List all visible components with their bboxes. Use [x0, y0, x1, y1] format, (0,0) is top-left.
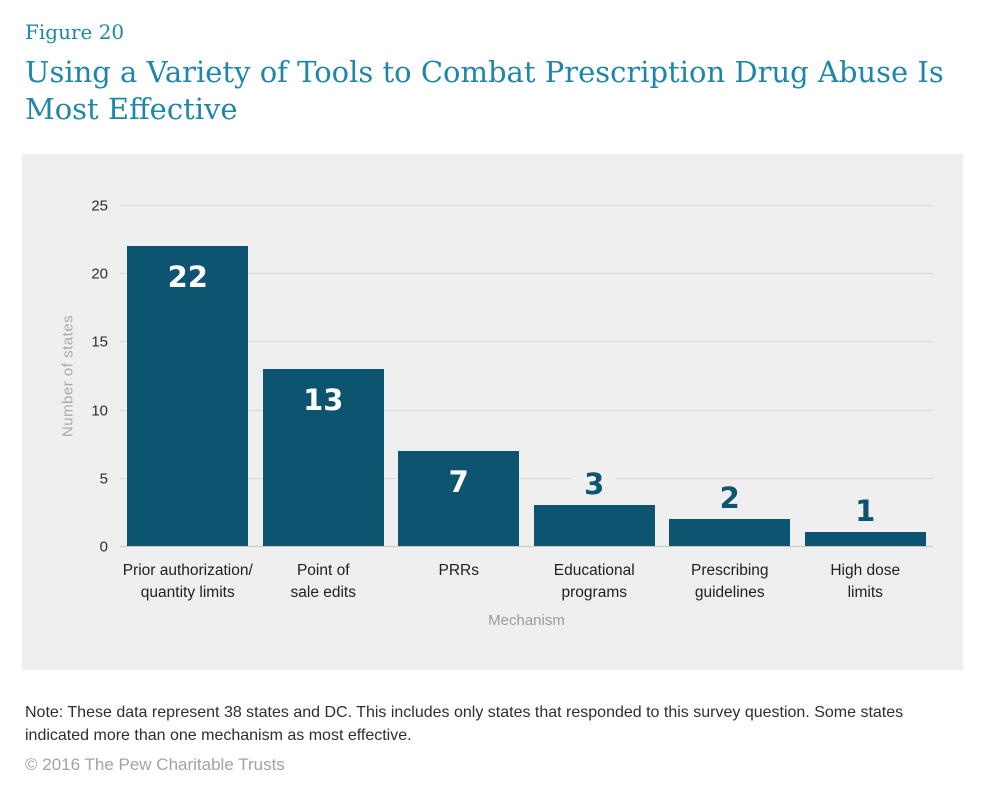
- x-axis-baseline: [120, 546, 933, 547]
- bar: [262, 369, 384, 546]
- bar-value-label: 7: [448, 465, 469, 499]
- gridline: [120, 341, 933, 343]
- bar-value-label: 2: [707, 481, 752, 515]
- bar-value-label: 3: [572, 467, 617, 501]
- x-category-label: Prior authorization/quantity limits: [122, 562, 253, 601]
- figure-label: Figure 20: [25, 20, 125, 44]
- x-category-label: PRRs: [438, 562, 479, 579]
- chart-title: Using a Variety of Tools to Combat Presc…: [25, 54, 955, 128]
- y-tick-label: 25: [91, 197, 108, 215]
- y-tick-label: 10: [91, 402, 108, 420]
- y-tick-label: 15: [91, 333, 108, 351]
- bar: [127, 246, 249, 546]
- bar-value-label: 22: [167, 260, 208, 294]
- x-axis-title: Mechanism: [488, 612, 565, 629]
- note-text: Note: These data represent 38 states and…: [25, 704, 904, 744]
- chart-panel: Number of states Mechanism 0 5 10 15 20 25 22 P…: [22, 154, 963, 670]
- gridline: [120, 273, 933, 275]
- chart-title-line2: Most Effective: [25, 92, 238, 126]
- x-category-label: High dose limits: [830, 562, 901, 601]
- gridline: [120, 477, 933, 479]
- bar-value-label: 13: [303, 383, 344, 417]
- x-category-label: Point of sale edits: [290, 562, 356, 601]
- gridline: [120, 409, 933, 411]
- x-category-label: Educational programs: [553, 562, 635, 601]
- chart-title-line1: Using a Variety of Tools to Combat Presc…: [25, 55, 944, 89]
- bar: [398, 451, 520, 546]
- y-tick-label: 20: [91, 265, 108, 283]
- y-tick-label: 0: [99, 538, 108, 556]
- x-category-label: Prescribing guidelines: [690, 562, 769, 601]
- copyright-text: © 2016 The Pew Charitable Trusts: [25, 755, 285, 774]
- y-tick-label: 5: [99, 470, 108, 488]
- bar: [533, 505, 655, 546]
- bar: [669, 519, 791, 546]
- bar-value-label: 1: [843, 494, 888, 528]
- gridline: [120, 205, 933, 206]
- bar: [804, 532, 926, 546]
